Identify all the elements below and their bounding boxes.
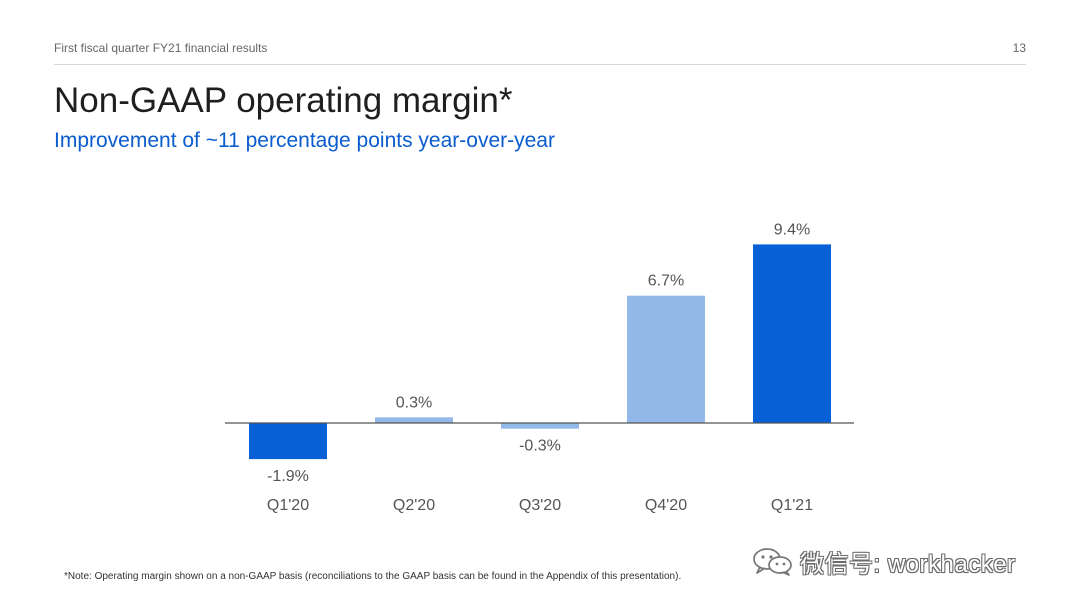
slide-header: First fiscal quarter FY21 financial resu… [54,40,1026,65]
bar-q420 [627,295,705,423]
wechat-logo-icon [752,545,794,577]
data-label: -1.9% [267,468,309,485]
deck-title: First fiscal quarter FY21 financial resu… [54,41,268,55]
bar-q121 [753,244,831,423]
bar-q120 [249,423,327,460]
bar-q220 [375,417,453,423]
watermark: 微信号: workhacker [752,543,1016,579]
data-label: 0.3% [396,394,432,411]
data-label: 6.7% [648,273,684,290]
x-tick-label: Q2'20 [393,497,435,514]
slide-title: Non-GAAP operating margin* [54,81,513,120]
page-number: 13 [1012,41,1026,55]
data-label: 9.4% [774,221,810,238]
x-tick-label: Q4'20 [645,497,687,514]
footnote: *Note: Operating margin shown on a non-G… [64,571,682,582]
x-tick-label: Q3'20 [519,497,561,514]
slide-subtitle: Improvement of ~11 percentage points yea… [54,129,555,152]
x-tick-label: Q1'20 [267,497,309,514]
watermark-text: 微信号: workhacker [800,550,1016,578]
bar-q320 [501,423,579,429]
data-label: -0.3% [519,438,561,455]
x-tick-label: Q1'21 [771,497,813,514]
